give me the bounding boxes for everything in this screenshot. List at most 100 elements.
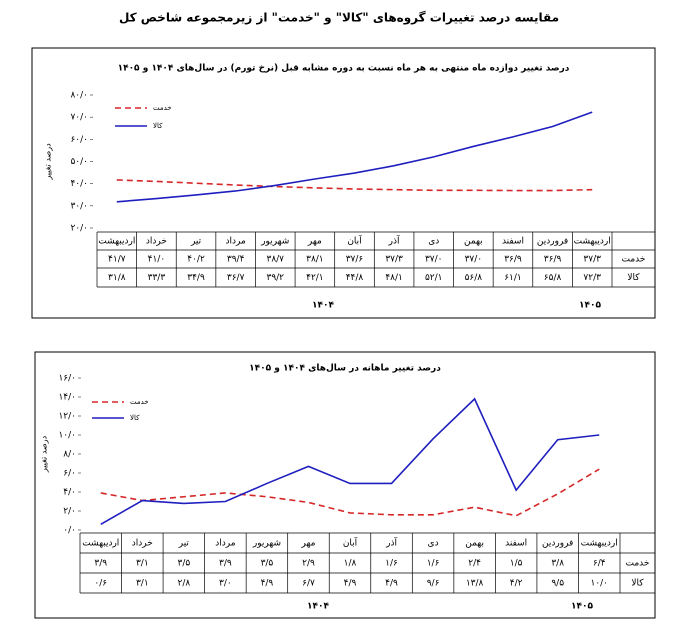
table-value: ۳۹/۴ <box>227 255 245 265</box>
y-tick-label: ۱۰/۰ <box>58 431 76 441</box>
y-tick-label: ۷۰/۰ <box>70 113 88 123</box>
table-value: ۳/۰ <box>219 579 232 589</box>
x-tick-label: بهمن <box>464 237 483 247</box>
table-value: ۴۱/۷ <box>108 255 126 265</box>
y-tick-label: ۲/۰ <box>63 507 76 517</box>
y-axis-label: درصد تغییر <box>40 435 49 473</box>
table-value: ۰/۶ <box>94 579 107 589</box>
chart-frame <box>34 351 656 619</box>
table-value: ۶۱/۱ <box>504 273 522 283</box>
table-value: ۳۴/۹ <box>187 273 205 283</box>
table-value: ۶۵/۸ <box>544 273 562 283</box>
table-value: ۱۰/۰ <box>590 579 608 589</box>
row-header: خدمت <box>622 255 646 265</box>
table-value: ۳/۱ <box>136 559 149 569</box>
table-value: ۴۸/۱ <box>385 273 403 283</box>
y-tick-label: ۱۴/۰ <box>58 393 76 403</box>
legend-label: کالا <box>153 122 163 130</box>
table-value: ۳۸/۱ <box>306 255 324 265</box>
table-value: ۳۷/۰ <box>465 255 483 265</box>
x-tick-label: مهر <box>307 237 322 247</box>
x-tick-label: مرداد <box>225 237 245 247</box>
year-label: ۱۴۰۴ <box>307 602 329 612</box>
y-tick-label: ۵۰/۰ <box>70 157 88 167</box>
x-tick-label: اسفند <box>505 539 527 549</box>
table-value: ۳۳/۳ <box>148 273 166 283</box>
table-value: ۳۸/۷ <box>266 255 284 265</box>
table-value: ۳۶/۹ <box>544 255 562 265</box>
x-tick-label: فروردین <box>542 539 573 549</box>
x-tick-label: شهریور <box>260 237 289 247</box>
y-tick-label: ۳۰/۰ <box>70 201 88 211</box>
row-header: کالا <box>631 579 644 589</box>
table-value: ۳۷/۰ <box>425 255 443 265</box>
table-value: ۶/۴ <box>593 559 606 569</box>
row-header: کالا <box>627 273 640 283</box>
legend-label: خدمت <box>153 104 172 112</box>
table-value: ۳/۹ <box>219 559 232 569</box>
table-value: ۳/۸ <box>551 559 564 569</box>
year-label: ۱۴۰۴ <box>312 301 334 311</box>
y-tick-label: ۰/۰ <box>63 526 76 536</box>
series-line <box>100 468 600 517</box>
x-tick-label: بهمن <box>465 539 484 549</box>
page-title: مقایسه درصد تغییرات گروه‌های "کالا" و "خ… <box>119 11 559 26</box>
x-tick-label: اسفند <box>502 237 524 247</box>
y-tick-label: ۱۲/۰ <box>58 412 76 422</box>
x-tick-label: شهریور <box>252 539 281 549</box>
table-value: ۱۳/۸ <box>466 579 484 589</box>
row-header: خدمت <box>626 559 650 569</box>
year-label: ۱۴۰۵ <box>579 301 601 311</box>
chart-title: درصد تغییر ماهانه در سال‌های ۱۴۰۴ و ۱۴۰۵ <box>249 364 441 374</box>
series-line <box>116 179 593 192</box>
y-tick-label: ۸/۰ <box>63 450 76 460</box>
y-tick-label: ۴۰/۰ <box>70 179 88 189</box>
table-value: ۱/۵ <box>510 559 523 569</box>
x-tick-label: تیر <box>178 539 190 549</box>
table-value: ۶/۷ <box>302 579 315 589</box>
table-value: ۹/۵ <box>551 579 564 589</box>
x-tick-label: دی <box>428 539 439 549</box>
x-tick-label: خرداد <box>146 237 167 247</box>
series-line <box>116 111 593 203</box>
y-axis-label: درصد تغییر <box>44 143 53 181</box>
y-tick-label: ۶۰/۰ <box>70 135 88 145</box>
chart-frame <box>31 47 656 319</box>
table-value: ۳/۵ <box>177 559 190 569</box>
x-tick-label: اردیبهشت <box>574 237 611 247</box>
table-value: ۲/۴ <box>468 559 481 569</box>
table-value: ۳۶/۹ <box>504 255 522 265</box>
table-value: ۱/۶ <box>385 559 398 569</box>
table-value: ۳/۵ <box>261 559 274 569</box>
year-label: ۱۴۰۵ <box>571 602 593 612</box>
table-value: ۴۴/۸ <box>346 273 364 283</box>
table-value: ۱/۸ <box>344 559 357 569</box>
table-value: ۴۰/۲ <box>187 255 205 265</box>
table-value: ۴/۲ <box>510 579 523 589</box>
table-value: ۲/۸ <box>177 579 190 589</box>
table-value: ۴/۹ <box>344 579 357 589</box>
x-tick-label: اردیبهشت <box>581 539 618 549</box>
table-value: ۴/۹ <box>385 579 398 589</box>
x-tick-label: مرداد <box>215 539 235 549</box>
x-tick-label: اردیبهشت <box>98 237 135 247</box>
x-tick-label: آبان <box>347 235 362 247</box>
table-value: ۴/۹ <box>261 579 274 589</box>
x-tick-label: آذر <box>388 235 400 247</box>
table-value: ۳۷/۳ <box>385 255 403 265</box>
x-tick-label: خرداد <box>132 539 153 549</box>
x-tick-label: اردیبهشت <box>82 539 119 549</box>
y-tick-label: ۶/۰ <box>63 469 76 479</box>
y-tick-label: ۸۰/۰ <box>70 91 88 101</box>
table-value: ۷۲/۳ <box>583 273 601 283</box>
table-value: ۴۲/۱ <box>306 273 324 283</box>
chart-title: درصد تغییر دوازده ماه منتهی به هر ماه نس… <box>118 64 570 74</box>
table-value: ۵۲/۱ <box>425 273 443 283</box>
table-value: ۳۹/۲ <box>266 273 284 283</box>
table-value: ۵۶/۸ <box>465 273 483 283</box>
table-value: ۳/۱ <box>136 579 149 589</box>
legend-label: کالا <box>130 414 140 422</box>
table-value: ۳۱/۸ <box>108 273 126 283</box>
x-tick-label: مهر <box>300 539 315 549</box>
